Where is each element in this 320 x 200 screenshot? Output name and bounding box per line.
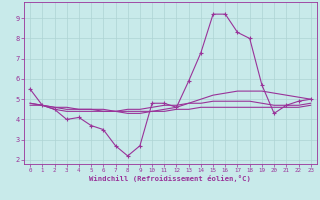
X-axis label: Windchill (Refroidissement éolien,°C): Windchill (Refroidissement éolien,°C) — [90, 175, 251, 182]
